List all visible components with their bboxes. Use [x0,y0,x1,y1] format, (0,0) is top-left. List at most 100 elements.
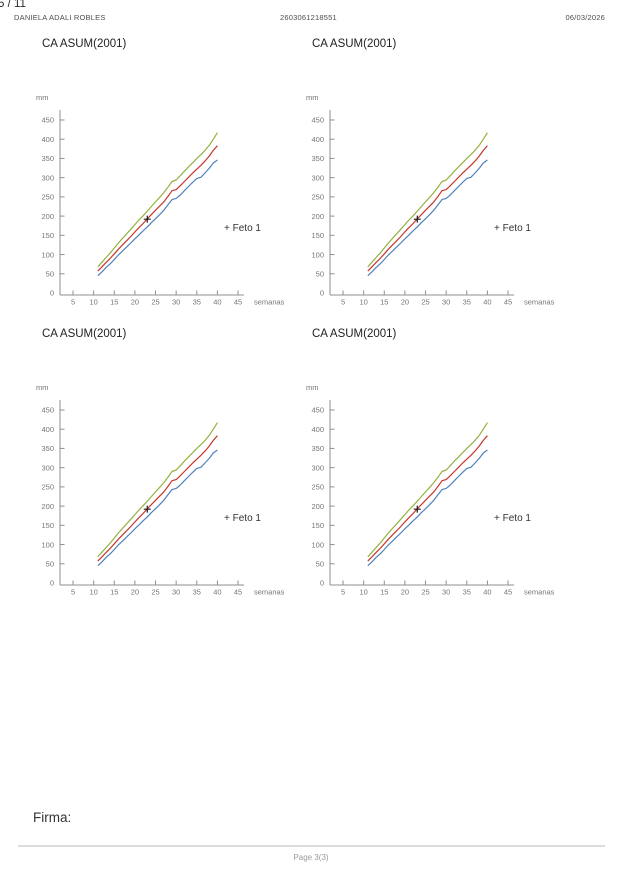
y-tick-label: 350 [311,444,324,453]
y-tick-label: 400 [41,135,54,144]
x-tick-label: 35 [193,298,201,307]
curve-percentile-high [97,422,218,558]
y-tick-label: 300 [41,463,54,472]
y-tick-label: 350 [311,154,324,163]
legend-feto-1: + Feto 1 [224,513,261,524]
growth-chart: mm 0 50 100 150 200 250 300 350 400 450 5 10 15 20 25 30… [306,383,555,597]
y-tick-label: 450 [311,116,324,125]
chart-title: CA ASUM(2001) [42,38,127,50]
y-tick-label: 250 [41,193,54,202]
y-tick-label: 350 [41,444,54,453]
y-tick-label: 250 [311,483,324,492]
x-tick-label: 5 [71,298,75,307]
chart-title: CA ASUM(2001) [42,328,127,340]
y-tick-label: 0 [320,579,324,588]
curve-percentile-low [367,159,488,277]
x-tick-label: 45 [234,298,242,307]
x-tick-label: 5 [341,298,345,307]
y-tick-label: 200 [311,212,324,221]
y-tick-label: 450 [41,406,54,415]
patient-id: 2603061218551 [280,13,337,22]
y-tick-label: 50 [316,559,324,568]
x-tick-label: 10 [359,588,367,597]
y-tick-label: 450 [311,406,324,415]
y-tick-label: 0 [320,289,324,298]
growth-chart: mm 0 50 100 150 200 250 300 350 400 450 5 10 15 20 25 30… [36,93,285,307]
curve-percentile-high [97,132,218,268]
y-tick-label: 200 [311,502,324,511]
x-tick-label: 45 [504,298,512,307]
y-tick-label: 50 [46,269,54,278]
x-tick-label: 45 [234,588,242,597]
y-tick-label: 50 [316,269,324,278]
y-tick-label: 350 [41,154,54,163]
x-tick-label: 30 [172,298,180,307]
curve-percentile-high [367,422,488,558]
y-axis-unit: mm [306,93,319,102]
x-tick-label: 25 [151,588,159,597]
y-tick-label: 150 [311,521,324,530]
legend-feto-1: + Feto 1 [494,223,531,234]
y-tick-label: 300 [41,173,54,182]
x-tick-label: 35 [463,298,471,307]
x-tick-label: 40 [213,588,221,597]
page-indicator: 5 / 11 [0,0,26,10]
feto-marker [413,505,421,513]
chart-block-2: CA ASUM(2001) mm 0 50 100 150 200 250 300 350 400… [298,36,570,312]
growth-chart: mm 0 50 100 150 200 250 300 350 400 450 5 10 15 20 25 30… [36,383,285,597]
x-tick-label: 5 [341,588,345,597]
x-axis-unit: semanas [524,588,555,597]
curve-percentile-low [97,449,218,567]
x-tick-label: 20 [131,298,139,307]
x-tick-label: 15 [110,298,118,307]
y-tick-label: 150 [311,231,324,240]
y-tick-label: 400 [311,135,324,144]
feto-marker [143,505,151,513]
y-axis-unit: mm [36,93,49,102]
curve-percentile-mid [367,435,488,562]
x-tick-label: 10 [89,298,97,307]
y-tick-label: 400 [41,425,54,434]
x-tick-label: 10 [89,588,97,597]
feto-marker [413,215,421,223]
signature-label: Firma: [33,810,72,825]
y-tick-label: 100 [311,540,324,549]
x-tick-label: 15 [380,588,388,597]
y-tick-label: 100 [41,540,54,549]
x-tick-label: 15 [110,588,118,597]
x-tick-label: 25 [421,298,429,307]
y-tick-label: 0 [50,289,54,298]
y-tick-label: 50 [46,559,54,568]
growth-chart: mm 0 50 100 150 200 250 300 350 400 450 5 10 15 20 25 30… [306,93,555,307]
chart-block-4: CA ASUM(2001) mm 0 50 100 150 200 250 300 350 400… [298,326,570,602]
chart-title: CA ASUM(2001) [312,38,397,50]
y-axis-unit: mm [306,383,319,392]
curve-percentile-low [367,449,488,567]
x-tick-label: 20 [401,588,409,597]
y-tick-label: 250 [311,193,324,202]
x-tick-label: 20 [401,298,409,307]
y-tick-label: 200 [41,502,54,511]
x-tick-label: 5 [71,588,75,597]
x-tick-label: 25 [151,298,159,307]
x-tick-label: 15 [380,298,388,307]
x-axis-unit: semanas [254,298,285,307]
legend-feto-1: + Feto 1 [224,223,261,234]
y-tick-label: 300 [311,463,324,472]
x-tick-label: 35 [463,588,471,597]
chart-title: CA ASUM(2001) [312,328,397,340]
y-tick-label: 400 [311,425,324,434]
report-date: 06/03/2026 [565,13,605,22]
y-tick-label: 200 [41,212,54,221]
y-tick-label: 0 [50,579,54,588]
x-tick-label: 30 [442,588,450,597]
curve-percentile-mid [367,145,488,272]
x-tick-label: 25 [421,588,429,597]
footer-divider [18,845,605,847]
curve-percentile-high [367,132,488,268]
x-tick-label: 30 [172,588,180,597]
y-axis-unit: mm [36,383,49,392]
page-number: Page 3(3) [293,853,329,862]
patient-name: DANIELA ADALI ROBLES [14,13,106,22]
